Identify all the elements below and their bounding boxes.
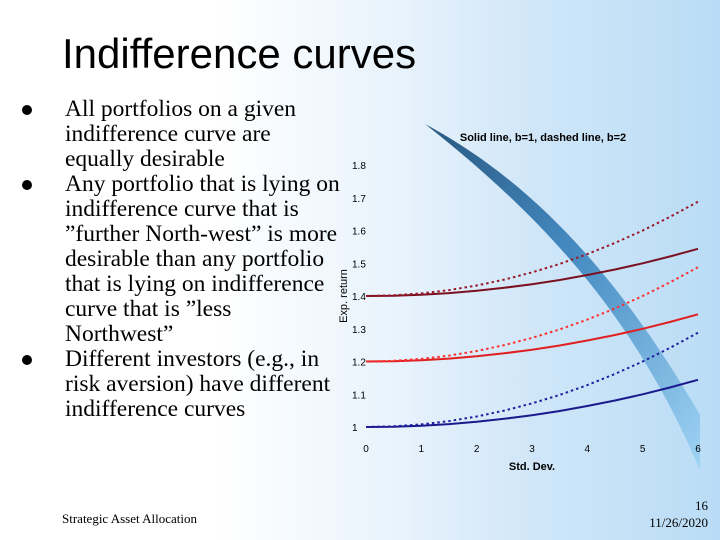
y-tick-label: 1.4 [352,292,366,303]
chart-title: Solid line, b=1, dashed line, b=2 [460,132,626,144]
series-line-dashed-5 [365,331,699,428]
y-tick-label: 1.1 [352,390,366,401]
bullet-dot-icon [22,355,32,365]
y-tick-label: 1.7 [352,194,366,205]
x-tick-label: 2 [474,444,480,455]
series-line-dashed-3 [365,266,699,363]
x-tick-label: 4 [585,444,591,455]
series-line-dashed-1 [365,200,699,297]
y-tick-label: 1.6 [352,227,366,238]
bullet-text: Different investors (e.g., in risk avers… [65,346,331,422]
bullet-item: Any portfolio that is lying on indiffere… [20,172,340,347]
series-line-solid-2 [365,313,699,363]
bullet-item: All portfolios on a given indifference c… [20,97,340,172]
bullet-text: All portfolios on a given indifference c… [65,96,297,172]
bullet-item: Different investors (e.g., in risk avers… [20,347,340,422]
x-tick-label: 0 [363,444,369,455]
y-axis-label: Exp. return [338,269,350,323]
series-line-solid-0 [365,247,699,297]
y-tick-label: 1.5 [352,259,366,270]
y-tick-label: 1.8 [352,161,366,172]
y-tick-label: 1.2 [352,358,366,369]
y-tick-label: 1 [352,423,358,434]
slide-title: Indifference curves [62,30,417,77]
bullet-text: Any portfolio that is lying on indiffere… [65,171,340,347]
x-tick-label: 6 [695,444,701,455]
bullet-list: All portfolios on a given indifference c… [20,97,340,422]
bullet-dot-icon [22,105,32,115]
y-tick-label: 1.3 [352,325,366,336]
footer-presentation-name: Strategic Asset Allocation [62,511,198,526]
x-tick-label: 1 [419,444,425,455]
x-tick-label: 3 [529,444,535,455]
x-tick-label: 5 [640,444,646,455]
x-axis-label: Std. Dev. [509,461,555,473]
footer-date: 11/26/2020 [649,515,708,530]
bullet-dot-icon [22,180,32,190]
footer-page-number: 16 [695,498,708,513]
series-line-solid-4 [365,378,699,428]
